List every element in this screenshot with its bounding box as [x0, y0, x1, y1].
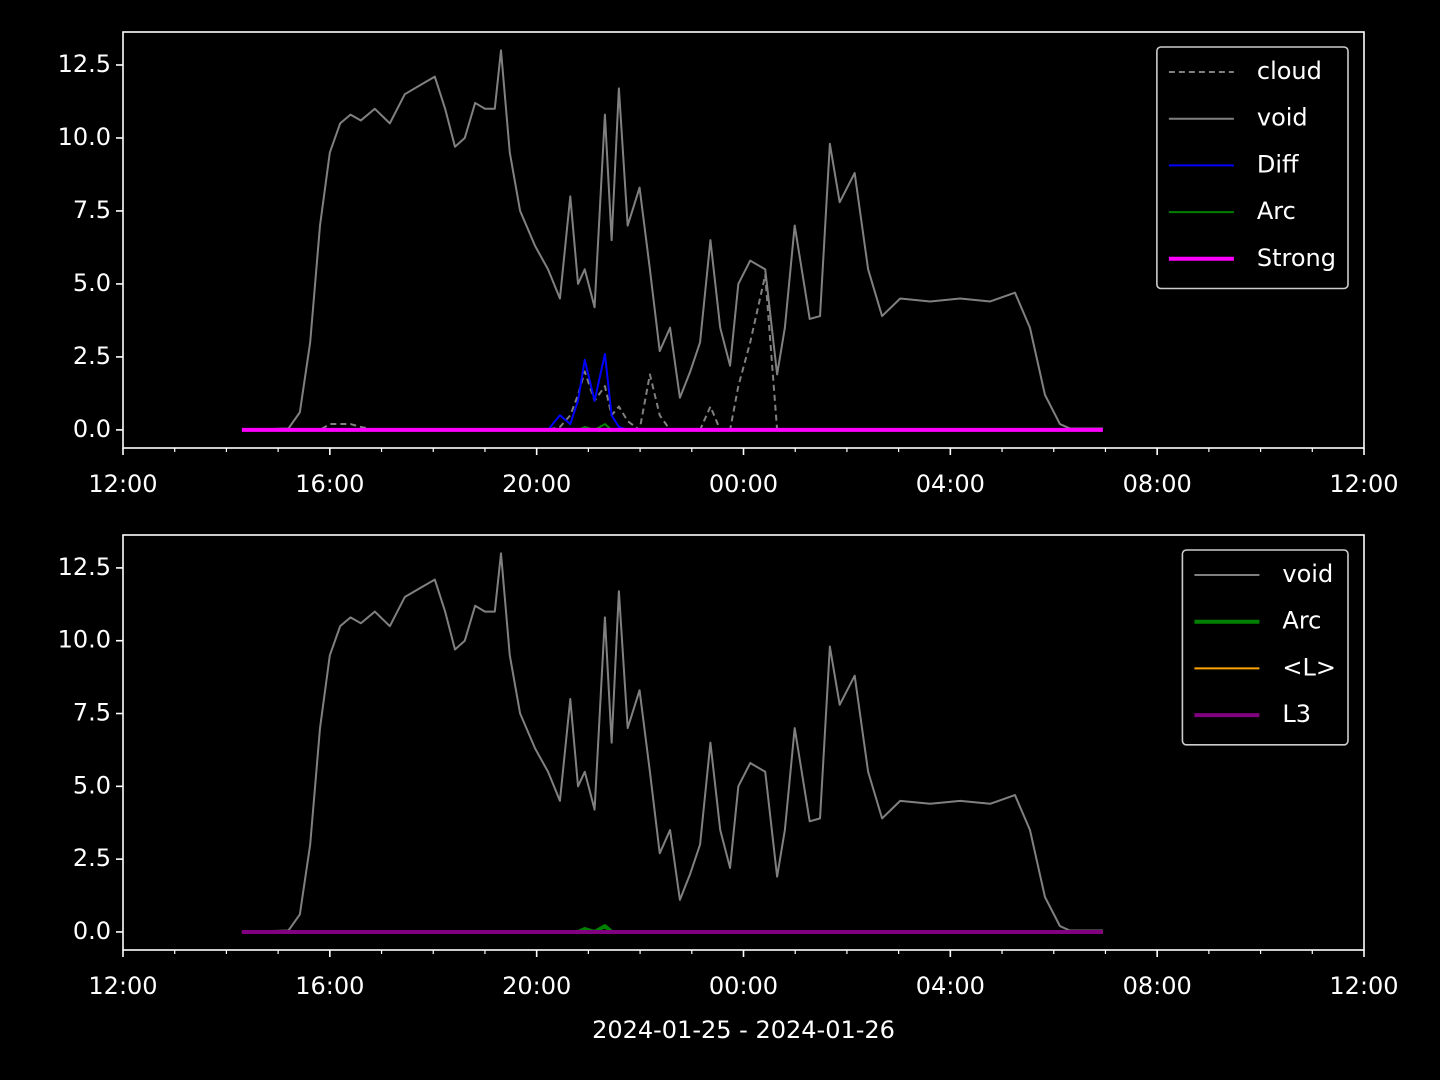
y-tick-label: 0.0 [73, 917, 111, 945]
legend-label: <L> [1282, 653, 1336, 681]
x-tick-label: 08:00 [1123, 972, 1192, 1000]
x-tick-label: 12:00 [1329, 470, 1398, 498]
legend: void Arc <L> L3 [1181, 549, 1349, 746]
y-tick-label: 10.0 [58, 123, 111, 151]
x-tick-label: 00:00 [709, 972, 778, 1000]
series-line [241, 552, 1103, 933]
y-tick-label: 7.5 [73, 699, 111, 727]
y-tick-label: 12.5 [58, 553, 111, 581]
x-tick-label: 08:00 [1123, 470, 1192, 498]
legend-label: cloud [1257, 57, 1322, 85]
legend-label: Arc [1282, 607, 1321, 635]
x-tick-label: 04:00 [916, 470, 985, 498]
y-tick-label: 0.0 [73, 415, 111, 443]
x-tick-label: 00:00 [709, 470, 778, 498]
x-tick-label: 16:00 [295, 972, 364, 1000]
x-axis-label: 2024-01-25 - 2024-01-26 [592, 1016, 895, 1044]
y-tick-label: 10.0 [58, 626, 111, 654]
legend-label: Strong [1257, 244, 1336, 272]
y-tick-label: 7.5 [73, 196, 111, 224]
legend-frame [1181, 549, 1349, 746]
legend-label: void [1282, 560, 1333, 588]
x-tick-label: 20:00 [502, 972, 571, 1000]
series-line [241, 49, 1103, 431]
x-tick-label: 16:00 [295, 470, 364, 498]
x-tick-label: 12:00 [88, 470, 157, 498]
y-tick-label: 2.5 [73, 844, 111, 872]
x-tick-label: 12:00 [1329, 972, 1398, 1000]
legend-label: Diff [1257, 150, 1299, 178]
legend-label: Arc [1257, 197, 1296, 225]
x-tick-label: 04:00 [916, 972, 985, 1000]
x-tick-label: 12:00 [88, 972, 157, 1000]
x-tick-label: 20:00 [502, 470, 571, 498]
y-tick-label: 2.5 [73, 342, 111, 370]
y-tick-label: 5.0 [73, 771, 111, 799]
legend-frame [1156, 46, 1349, 290]
legend-label: L3 [1282, 700, 1311, 728]
legend: cloud void Diff Arc Strong [1156, 46, 1349, 290]
y-tick-label: 5.0 [73, 269, 111, 297]
legend-label: void [1257, 104, 1308, 132]
y-tick-label: 12.5 [58, 50, 111, 78]
